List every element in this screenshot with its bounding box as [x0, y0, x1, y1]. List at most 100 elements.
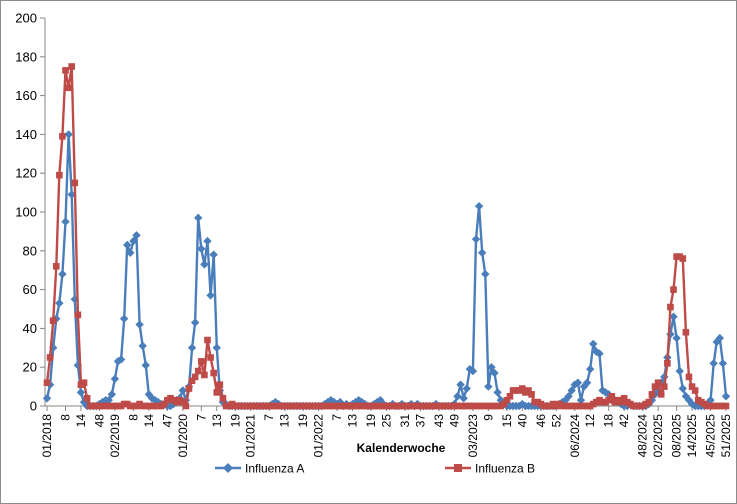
x-tick-label: 15	[500, 414, 514, 428]
data-point	[651, 383, 659, 390]
y-tick-label: 160	[15, 88, 37, 103]
x-tick-label: 7	[194, 414, 208, 421]
data-point	[83, 394, 91, 402]
data-point	[576, 395, 586, 405]
data-point	[204, 336, 211, 344]
series-1	[42, 130, 731, 411]
x-tick-label: 01/2018	[40, 414, 54, 458]
data-point	[123, 240, 132, 250]
x-tick-label: 19	[296, 414, 310, 428]
data-point	[46, 354, 54, 361]
data-point	[672, 333, 681, 343]
data-point	[459, 394, 468, 403]
data-point	[71, 179, 79, 187]
data-point	[76, 388, 86, 397]
data-point	[518, 399, 527, 409]
y-tick-label: 0	[30, 399, 37, 414]
x-tick-label: 42	[617, 414, 631, 428]
legend-label: Influenza B	[475, 462, 535, 476]
y-tick-label: 120	[15, 166, 37, 181]
x-tick-label: 37	[413, 414, 427, 428]
data-point	[126, 248, 135, 257]
data-point	[119, 314, 129, 323]
data-point	[58, 269, 67, 279]
y-tick-label: 140	[15, 127, 37, 142]
data-point	[209, 250, 218, 259]
y-tick-label: 60	[23, 282, 37, 297]
data-point	[617, 398, 625, 406]
data-point	[620, 394, 628, 402]
x-tick-label: 48	[92, 414, 106, 428]
data-point	[59, 133, 66, 140]
data-point	[595, 349, 604, 358]
x-tick-label: 12	[583, 414, 597, 428]
data-point	[135, 320, 144, 329]
data-point	[74, 311, 82, 319]
x-tick-label: 7	[330, 414, 344, 421]
legend-item-2: Influenza B	[445, 462, 535, 476]
data-point	[715, 333, 725, 343]
data-point	[62, 67, 69, 74]
data-point	[138, 341, 147, 351]
data-point	[681, 392, 691, 401]
x-tick-label: 03/2023	[466, 414, 480, 458]
data-point	[503, 396, 511, 404]
data-point	[116, 355, 126, 364]
data-point	[178, 386, 187, 395]
x-tick-label: 49	[447, 414, 461, 428]
x-tick-label: 13	[210, 414, 224, 428]
data-point	[669, 312, 678, 321]
data-point	[198, 358, 205, 365]
x-tick-label: 8	[126, 414, 140, 421]
x-tick-label: 51/2025	[719, 414, 733, 458]
x-tick-label: 14	[142, 414, 156, 428]
data-point	[598, 386, 607, 395]
data-point	[670, 286, 677, 293]
data-point	[64, 130, 73, 139]
series-2	[43, 63, 730, 410]
data-point	[519, 385, 526, 392]
x-tick-label: 45/2025	[704, 414, 718, 458]
x-tick-label: 08/2025	[670, 414, 684, 458]
data-point	[185, 385, 193, 392]
data-point	[194, 367, 202, 375]
data-point	[474, 201, 484, 211]
data-point	[453, 392, 462, 401]
data-point	[667, 303, 674, 311]
x-tick-label: 13	[278, 414, 292, 428]
data-point	[586, 364, 595, 374]
x-tick-label: 9	[481, 414, 495, 421]
data-point	[67, 190, 76, 199]
data-point	[481, 269, 490, 279]
data-point	[589, 339, 598, 349]
x-tick-label: 01/2021	[244, 414, 258, 458]
data-point	[567, 386, 576, 395]
data-point	[468, 366, 478, 376]
data-point	[197, 244, 206, 254]
data-point	[561, 395, 570, 405]
data-point	[582, 378, 592, 387]
data-point	[206, 291, 215, 300]
data-point	[657, 391, 665, 398]
x-tick-label: 19	[228, 414, 242, 428]
x-tick-label: 02/2025	[651, 414, 665, 458]
x-tick-label: 48/2024	[636, 414, 650, 458]
data-point	[664, 360, 671, 367]
x-tick-label: 19	[364, 414, 378, 428]
data-point	[107, 390, 117, 399]
data-point	[487, 363, 496, 372]
data-point	[493, 388, 502, 397]
data-point	[200, 260, 209, 269]
data-point	[675, 366, 684, 376]
data-point	[648, 391, 656, 398]
data-point	[573, 378, 583, 387]
y-tick-label: 40	[23, 321, 37, 336]
data-point	[712, 337, 721, 347]
data-point	[49, 317, 57, 324]
data-point	[132, 231, 141, 240]
data-point	[722, 402, 730, 410]
data-point	[477, 248, 487, 257]
data-point	[104, 395, 113, 405]
data-point	[141, 361, 150, 370]
data-point	[608, 393, 616, 400]
